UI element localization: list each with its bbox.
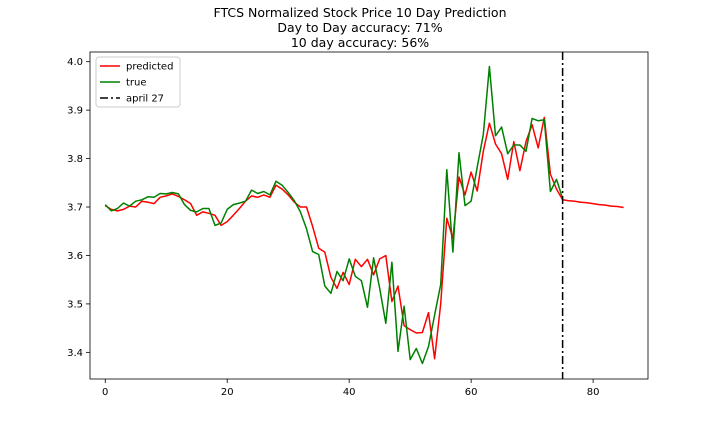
y-tick-label: 3.8 (67, 154, 83, 165)
x-axis: 0 20 40 60 80 (102, 379, 599, 398)
plot-frame (89, 51, 649, 380)
y-tick-label: 3.9 (67, 106, 83, 117)
y-tick-label: 4.0 (67, 57, 83, 68)
chart-subtitle-day-accuracy: Day to Day accuracy: 71% (277, 20, 443, 35)
x-tick-label: 0 (102, 387, 108, 398)
y-tick-label: 3.4 (67, 348, 83, 359)
legend-label-true: true (126, 78, 147, 89)
y-tick-label: 3.6 (67, 251, 83, 262)
legend: predicted true april 27 (95, 56, 181, 108)
x-tick-label: 40 (343, 387, 356, 398)
y-tick-label: 3.5 (67, 299, 83, 310)
chart-subtitle-10day-accuracy: 10 day accuracy: 56% (290, 35, 430, 50)
legend-label-april-27: april 27 (126, 94, 164, 105)
y-tick-label: 3.7 (67, 203, 83, 214)
x-tick-label: 20 (221, 387, 234, 398)
x-tick-label: 60 (465, 387, 478, 398)
x-tick-label: 80 (587, 387, 600, 398)
chart-title: FTCS Normalized Stock Price 10 Day Predi… (213, 5, 507, 20)
y-axis: 3.4 3.5 3.6 3.7 3.8 3.9 4.0 (67, 57, 90, 359)
series-line-predicted (104, 116, 624, 360)
legend-label-predicted: predicted (126, 62, 173, 73)
plot-lines (104, 52, 624, 379)
legend-box (95, 56, 181, 108)
series-line-true (104, 65, 564, 365)
